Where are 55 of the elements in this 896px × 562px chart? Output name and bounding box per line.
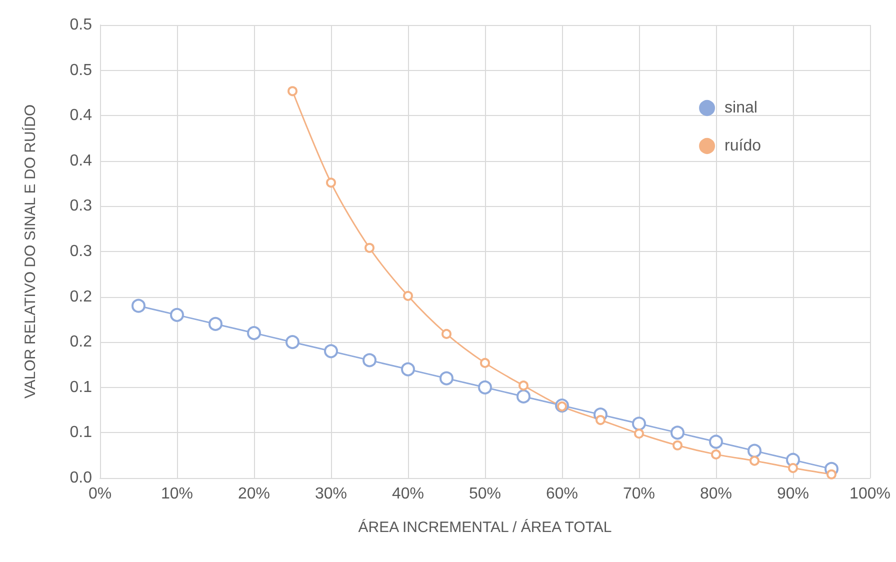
y-tick-label: 0.1: [70, 378, 92, 396]
x-tick-label: 0%: [88, 486, 112, 502]
point: [748, 444, 762, 458]
y-tick-label: 0.1: [70, 424, 92, 442]
point: [442, 328, 452, 339]
x-tick-label: 30%: [314, 486, 348, 502]
point: [632, 416, 646, 431]
y-tick-label: 0.2: [70, 288, 92, 306]
point: [709, 434, 723, 449]
y-axis-title: VALOR RELATIVO DO SINAL E DO RUÍDO: [21, 104, 39, 398]
point: [401, 362, 415, 376]
y-tick-label: 0.5: [70, 62, 92, 79]
point: [478, 380, 492, 394]
point: [670, 426, 684, 440]
point: [288, 86, 298, 96]
x-tick-label: 90%: [776, 486, 810, 502]
point: [286, 335, 300, 350]
y-tick-label: 0.5: [70, 16, 92, 34]
point: [750, 456, 760, 466]
point: [634, 428, 644, 439]
point: [364, 242, 374, 253]
x-axis-title: ÁREA INCREMENTAL / ÁREA TOTAL: [358, 518, 612, 536]
point: [440, 371, 454, 386]
point: [826, 469, 836, 480]
x-tick-label: 10%: [160, 486, 194, 502]
x-tick-label: 100%: [850, 486, 890, 502]
point: [362, 353, 376, 368]
x-tick-label: 50%: [468, 486, 502, 502]
point: [516, 389, 530, 404]
y-tick-label: 0.3: [70, 243, 92, 260]
y-tick-label: 0.2: [70, 334, 92, 351]
point: [596, 415, 606, 426]
point: [672, 440, 682, 450]
point: [326, 178, 336, 188]
point: [132, 298, 146, 313]
x-tick-label: 40%: [392, 486, 424, 502]
y-tick-label: 0.3: [70, 198, 92, 215]
point: [403, 290, 413, 301]
point: [324, 344, 338, 358]
x-tick-label: 60%: [546, 486, 578, 502]
point: [711, 449, 721, 460]
point: [170, 308, 184, 322]
x-tick-label: 20%: [238, 486, 270, 502]
y-tick-label: 0.4: [70, 107, 92, 124]
point: [247, 326, 261, 340]
legend-label: ruído: [724, 138, 762, 154]
point: [788, 463, 798, 474]
point: [518, 380, 528, 391]
y-tick-label: 0.4: [70, 152, 92, 170]
legend-label: sinal: [724, 100, 758, 116]
x-tick-label: 80%: [700, 486, 732, 502]
x-tick-label: 70%: [622, 486, 656, 502]
point: [208, 316, 222, 331]
y-tick-label: 0.0: [70, 470, 92, 486]
point: [480, 358, 490, 368]
